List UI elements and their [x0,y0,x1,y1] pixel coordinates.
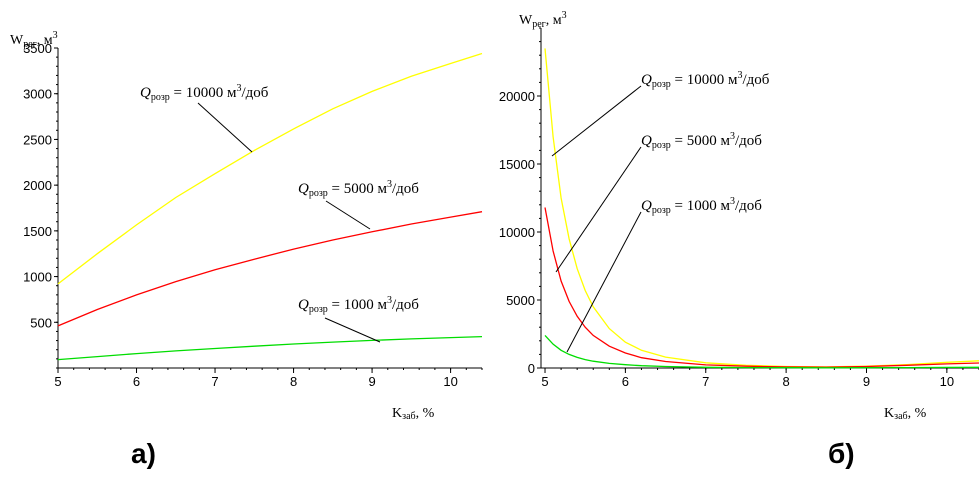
svg-text:Kзаб, %: Kзаб, % [392,406,435,422]
panel-b-series-line-0 [544,48,979,368]
panel-a-y-tick-label: 1500 [23,224,52,239]
panel-a-series-line-2 [57,335,483,361]
panel-b-y-tick-label: 20000 [499,89,535,104]
panel-b-annotation-leader-1000 [566,211,642,353]
panel-a-annotation-10000: Qрозр = 10000 м3/доб [140,83,269,103]
panel-b-y-tick-label: 5000 [506,293,535,308]
panel-b-annotation-1000: Qрозр = 1000 м3/доб [641,196,762,216]
panel-b-x-tick-label: 10 [940,374,954,389]
panel-a-annotation-leader-5000 [325,200,371,230]
svg-text:Qрозр = 1000 м3/доб: Qрозр = 1000 м3/доб [298,295,419,315]
svg-text:Wрег, м3: Wрег, м3 [10,30,58,50]
panel-a-x-tick-label: 5 [54,374,61,389]
panel-a-x-tick-label: 10 [443,374,457,389]
panel-a-label: а) [131,438,156,469]
panel-b-x-tick-label: 8 [783,374,790,389]
panel-a-annotation-leader-10000 [197,102,253,153]
panel-a-series-line-0 [57,52,483,285]
svg-text:Qрозр = 1000 м3/доб: Qрозр = 1000 м3/доб [641,196,762,216]
panel-b-y-tick-label: 10000 [499,225,535,240]
panel-b-y-tick-label: 0 [528,361,535,376]
panel-b-y-tick-label: 15000 [499,157,535,172]
panel-b-annotation-leader-5000 [555,146,642,273]
panel-b-series-line-2 [544,334,979,369]
panel-b-x-tick-label: 5 [541,374,548,389]
panel-b-annotation-5000: Qрозр = 5000 м3/доб [641,131,762,151]
panel-a-x-tick-label: 8 [290,374,297,389]
panel-a-series-line-1 [57,211,483,327]
panel-b-series-line-1 [544,207,979,368]
panel-a-y-tick-label: 2500 [23,132,52,147]
panel-a-y-tick-label: 1000 [23,270,52,285]
svg-text:Qрозр = 5000 м3/доб: Qрозр = 5000 м3/доб [298,179,419,199]
panel-a-y-tick-label: 500 [30,315,52,330]
panel-a-y-tick-label: 3000 [23,87,52,102]
panel-a-annotation-1000: Qрозр = 1000 м3/доб [298,295,419,315]
panel-a-annotation-leader-1000 [324,317,381,343]
panel-b-x-tick-label: 7 [702,374,709,389]
panel-a-x-tick-label: 9 [368,374,375,389]
panel-b-label: б) [828,438,855,469]
panel-b-annotation-leader-10000 [551,85,642,157]
svg-text:Qрозр = 10000 м3/доб: Qрозр = 10000 м3/доб [641,70,770,90]
panel-b-chart: Wрег, м3 0 5000 10000 15000 20000 5 6 7 8 9 10 Qр… [499,10,979,422]
svg-text:Wрег, м3: Wрег, м3 [519,10,567,30]
panel-a-x-axis-title: Kзаб, % [392,406,435,422]
svg-text:Kзаб, %: Kзаб, % [884,406,927,422]
panel-b-x-tick-label: 9 [863,374,870,389]
panel-a-x-tick-label: 6 [133,374,140,389]
panel-a-x-tick-label: 7 [211,374,218,389]
panel-b-y-axis-title: Wрег, м3 [519,10,567,30]
panel-a-y-tick-label: 2000 [23,178,52,193]
panel-a-annotation-5000: Qрозр = 5000 м3/доб [298,179,419,199]
panel-b-annotation-10000: Qрозр = 10000 м3/доб [641,70,770,90]
svg-text:Qрозр = 5000 м3/доб: Qрозр = 5000 м3/доб [641,131,762,151]
panel-b-x-tick-label: 6 [622,374,629,389]
panel-a-y-axis-title: Wрег, м3 [10,30,58,50]
panel-b-x-axis-title: Kзаб, % [884,406,927,422]
panel-a-chart: Wрег, м3 500 1000 1500 2000 2500 3000 3500 5 6 7… [10,30,483,422]
panel-a-y-tick-label: 3500 [23,41,52,56]
svg-text:Qрозр = 10000 м3/доб: Qрозр = 10000 м3/доб [140,83,269,103]
